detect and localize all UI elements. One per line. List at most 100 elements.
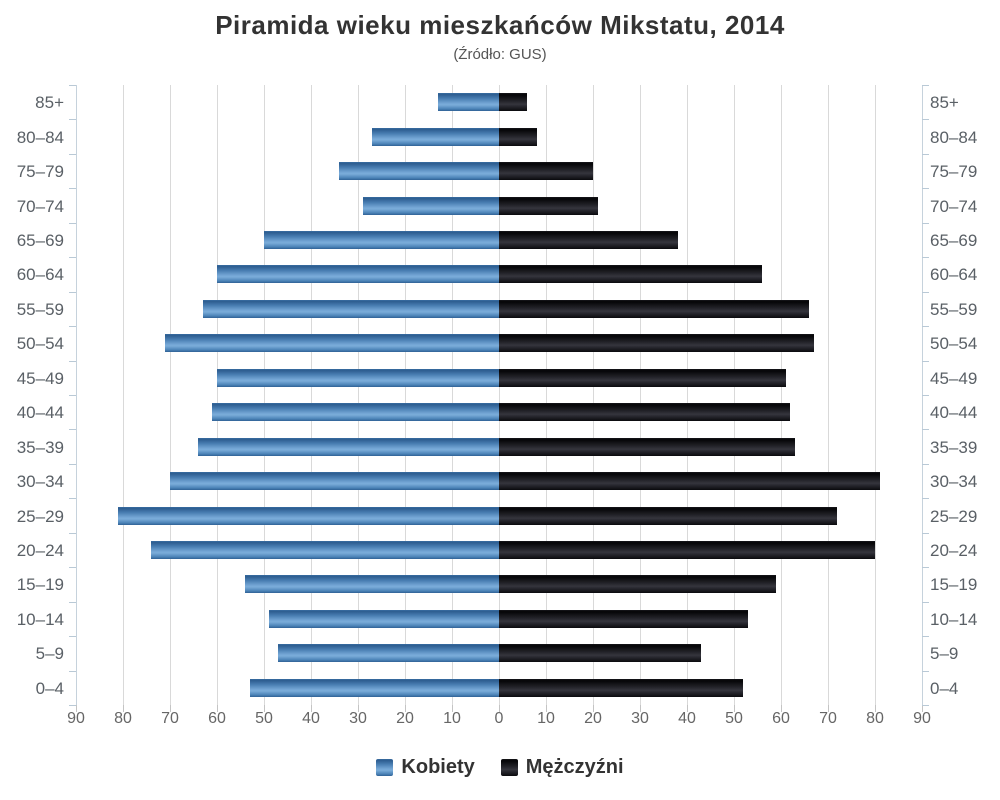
x-axis-label: 30 xyxy=(349,710,367,727)
bar-mezczyzni-20–24 xyxy=(499,541,875,559)
x-axis-tick xyxy=(687,705,688,712)
bar-kobiety-80–84 xyxy=(372,127,499,146)
x-axis-label: 80 xyxy=(114,710,132,727)
x-axis-tick xyxy=(123,705,124,712)
y-axis-label-left: 50–54 xyxy=(16,334,64,354)
y-axis-label-right: 30–34 xyxy=(930,472,978,492)
x-axis-label: 90 xyxy=(67,710,85,727)
x-axis-tick xyxy=(76,705,77,712)
bar-mezczyzni-45–49 xyxy=(499,368,786,387)
y-axis-tick-left xyxy=(69,533,76,534)
x-axis-tick xyxy=(311,705,312,712)
x-axis-tick xyxy=(217,705,218,712)
bar-kobiety-75–79 xyxy=(339,162,499,181)
x-axis-label: 60 xyxy=(208,710,226,727)
bar-kobiety-30–34 xyxy=(170,472,499,491)
bar-kobiety-50–54 xyxy=(165,334,499,353)
y-axis-tick-right xyxy=(922,326,929,327)
x-axis-tick xyxy=(922,705,923,712)
x-axis-label: 60 xyxy=(772,710,790,727)
bar-mezczyzni-40–44 xyxy=(499,403,791,422)
gridline xyxy=(170,85,171,705)
y-axis-label-left: 30–34 xyxy=(16,472,64,492)
bar-mezczyzni-80–84 xyxy=(499,127,537,146)
x-axis-tick xyxy=(640,705,641,712)
y-axis-tick-left xyxy=(69,257,76,258)
gridline xyxy=(217,85,218,705)
bar-kobiety-85+ xyxy=(437,93,499,112)
gridline xyxy=(546,85,547,705)
y-axis-label-right: 10–14 xyxy=(930,609,978,629)
y-axis-tick-left xyxy=(69,395,76,396)
y-axis-tick-right xyxy=(922,636,929,637)
y-axis-line xyxy=(76,85,77,705)
gridline xyxy=(781,85,782,705)
y-axis-tick-left xyxy=(69,292,76,293)
y-axis-tick-left xyxy=(69,85,76,86)
y-axis-label-right: 20–24 xyxy=(930,541,978,560)
gridline xyxy=(499,85,500,705)
y-axis-tick-left xyxy=(69,671,76,672)
y-axis-label-right: 25–29 xyxy=(930,506,978,526)
x-axis-tick xyxy=(499,705,500,712)
x-axis-label: 70 xyxy=(819,710,837,727)
bar-kobiety-55–59 xyxy=(202,299,499,318)
x-axis-tick xyxy=(828,705,829,712)
x-axis-label: 80 xyxy=(866,710,884,727)
y-axis-label-left: 70–74 xyxy=(16,196,64,216)
gridline xyxy=(311,85,312,705)
legend-item-kobiety[interactable]: Kobiety xyxy=(376,756,475,779)
y-axis-tick-left xyxy=(69,188,76,189)
y-axis-tick-right xyxy=(922,119,929,120)
y-axis-label-right: 70–74 xyxy=(930,196,978,216)
y-axis-tick-right xyxy=(922,464,929,465)
y-axis-tick-left xyxy=(69,705,76,706)
y-axis-tick-right xyxy=(922,533,929,534)
y-axis-label-left: 45–49 xyxy=(16,368,64,388)
x-axis-tick xyxy=(593,705,594,712)
y-axis-label-left: 85+ xyxy=(35,93,64,113)
y-axis-tick-left xyxy=(69,154,76,155)
gridline xyxy=(734,85,735,705)
gridline xyxy=(452,85,453,705)
x-axis-tick xyxy=(452,705,453,712)
x-axis-label: 70 xyxy=(161,710,179,727)
bar-kobiety-0–4 xyxy=(249,678,499,697)
x-axis-tick xyxy=(781,705,782,712)
y-axis-label-left: 60–64 xyxy=(16,265,64,285)
legend: Kobiety Mężczyźni xyxy=(0,750,1000,784)
y-axis-tick-right xyxy=(922,257,929,258)
y-axis-tick-right xyxy=(922,705,929,706)
x-axis-tick xyxy=(875,705,876,712)
y-axis-label-left: 55–59 xyxy=(16,299,64,319)
x-axis-label: 50 xyxy=(255,710,273,727)
y-axis-label-left: 20–24 xyxy=(16,541,64,560)
bar-kobiety-70–74 xyxy=(362,196,499,215)
gridline xyxy=(828,85,829,705)
y-axis-label-right: 35–39 xyxy=(930,437,978,457)
gridline xyxy=(875,85,876,705)
y-axis-label-right: 60–64 xyxy=(930,265,978,285)
bar-kobiety-25–29 xyxy=(118,506,499,525)
bar-mezczyzni-55–59 xyxy=(499,299,810,318)
legend-item-mezczyzni[interactable]: Mężczyźni xyxy=(500,756,624,779)
legend-swatch-mezczyzni xyxy=(500,758,518,776)
y-axis-tick-right xyxy=(922,429,929,430)
bar-mezczyzni-35–39 xyxy=(499,437,796,456)
bar-kobiety-20–24 xyxy=(151,541,499,559)
y-axis-tick-right xyxy=(922,395,929,396)
bar-mezczyzni-50–54 xyxy=(499,334,814,353)
plot-area xyxy=(69,85,929,712)
bar-mezczyzni-0–4 xyxy=(499,678,744,697)
y-axis-tick-left xyxy=(69,498,76,499)
bar-kobiety-35–39 xyxy=(198,437,499,456)
gridline xyxy=(123,85,124,705)
y-axis-label-right: 75–79 xyxy=(930,162,978,182)
y-axis-label-right: 65–69 xyxy=(930,231,978,250)
x-axis-tick xyxy=(734,705,735,712)
y-axis-tick-left xyxy=(69,361,76,362)
y-axis-label-right: 5–9 xyxy=(930,644,959,664)
y-axis-tick-left xyxy=(69,636,76,637)
y-axis-label-right: 55–59 xyxy=(930,299,978,319)
